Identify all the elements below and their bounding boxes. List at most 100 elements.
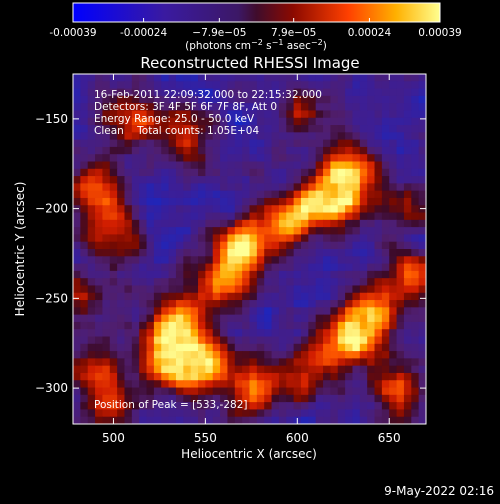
- heatmap-cell: [161, 219, 170, 228]
- heatmap-cell: [264, 183, 273, 192]
- heatmap-cell: [161, 278, 170, 287]
- heatmap-cell: [367, 139, 376, 148]
- heatmap-cell: [87, 117, 96, 126]
- heatmap-cell: [227, 270, 236, 279]
- heatmap-cell: [300, 154, 309, 163]
- heatmap-cell: [300, 278, 309, 287]
- heatmap-cell: [242, 176, 251, 184]
- heatmap-cell: [117, 292, 126, 301]
- heatmap-cell: [396, 197, 405, 206]
- heatmap-cell: [227, 336, 236, 345]
- heatmap-cell: [381, 358, 390, 367]
- heatmap-cell: [227, 263, 236, 272]
- heatmap-cell: [352, 336, 361, 345]
- heatmap-cell: [389, 161, 398, 170]
- heatmap-cell: [345, 241, 354, 250]
- heatmap-cell: [161, 227, 170, 236]
- heatmap-cell: [271, 336, 280, 345]
- heatmap-cell: [249, 402, 258, 411]
- heatmap-cell: [131, 88, 140, 97]
- heatmap-cell: [212, 351, 221, 359]
- heatmap-cell: [352, 95, 361, 104]
- heatmap-cell: [249, 168, 258, 177]
- heatmap-cell: [212, 285, 221, 294]
- heatmap-cell: [139, 256, 148, 265]
- heatmap-cell: [80, 117, 89, 126]
- heatmap-cell: [278, 285, 287, 294]
- heatmap-cell: [109, 117, 118, 126]
- heatmap-cell: [293, 256, 302, 265]
- heatmap-cell: [87, 292, 96, 301]
- heatmap-cell: [381, 394, 390, 403]
- heatmap-cell: [249, 285, 258, 294]
- heatmap-cell: [381, 110, 390, 119]
- heatmap-cell: [102, 103, 111, 112]
- heatmap-cell: [146, 197, 155, 206]
- heatmap-cell: [168, 343, 177, 352]
- heatmap-cell: [117, 300, 126, 308]
- heatmap-cell: [411, 161, 420, 170]
- heatmap-cell: [359, 241, 368, 250]
- heatmap-cell: [330, 343, 339, 352]
- heatmap-cell: [175, 154, 184, 163]
- heatmap-cell: [396, 329, 405, 338]
- heatmap-cell: [212, 88, 221, 97]
- heatmap-cell: [278, 241, 287, 250]
- heatmap-cell: [227, 205, 236, 214]
- heatmap-cell: [190, 365, 199, 374]
- heatmap-cell: [139, 372, 148, 381]
- heatmap-cell: [168, 358, 177, 367]
- heatmap-cell: [396, 205, 405, 214]
- heatmap-cell: [381, 103, 390, 112]
- heatmap-cell: [374, 380, 383, 389]
- heatmap-cell: [87, 409, 96, 418]
- heatmap-cell: [109, 307, 118, 316]
- heatmap-cell: [109, 125, 118, 133]
- heatmap-cell: [190, 285, 199, 294]
- heatmap-cell: [73, 394, 81, 403]
- heatmap-cell: [190, 168, 199, 177]
- heatmap-cell: [153, 125, 162, 133]
- heatmap-cell: [87, 132, 96, 141]
- heatmap-cell: [109, 227, 118, 236]
- heatmap-cell: [227, 95, 236, 104]
- heatmap-cell: [131, 387, 140, 396]
- heatmap-cell: [117, 241, 126, 250]
- heatmap-cell: [374, 336, 383, 345]
- heatmap-cell: [264, 343, 273, 352]
- heatmap-cell: [315, 183, 324, 192]
- heatmap-cell: [198, 402, 206, 411]
- heatmap-cell: [80, 74, 89, 82]
- heatmap-cell: [256, 278, 265, 287]
- heatmap-cell: [293, 394, 302, 403]
- heatmap-cell: [220, 300, 229, 308]
- heatmap-cell: [168, 416, 177, 424]
- heatmap-cell: [300, 394, 309, 403]
- heatmap-cell: [293, 241, 302, 250]
- heatmap-cell: [102, 372, 111, 381]
- heatmap-cell: [367, 190, 376, 199]
- heatmap-cell: [359, 168, 368, 177]
- heatmap-cell: [264, 146, 273, 155]
- heatmap-cell: [175, 146, 184, 155]
- heatmap-cell: [220, 278, 229, 287]
- heatmap-cell: [249, 321, 258, 330]
- heatmap-cell: [212, 270, 221, 279]
- heatmap-cell: [249, 110, 258, 119]
- heatmap-cell: [345, 329, 354, 338]
- heatmap-cell: [337, 256, 346, 265]
- heatmap-cell: [124, 95, 133, 104]
- heatmap-cell: [153, 168, 162, 177]
- heatmap-cell: [198, 394, 206, 403]
- heatmap-cell: [308, 278, 317, 287]
- heatmap-cell: [146, 409, 155, 418]
- heatmap-cell: [117, 205, 126, 214]
- heatmap-cell: [359, 110, 368, 119]
- heatmap-cell: [242, 74, 251, 82]
- heatmap-cell: [367, 81, 376, 90]
- heatmap-cell: [293, 387, 302, 396]
- heatmap-cell: [315, 205, 324, 214]
- heatmap-cell: [153, 190, 162, 199]
- heatmap-cell: [381, 278, 390, 287]
- heatmap-cell: [227, 117, 236, 126]
